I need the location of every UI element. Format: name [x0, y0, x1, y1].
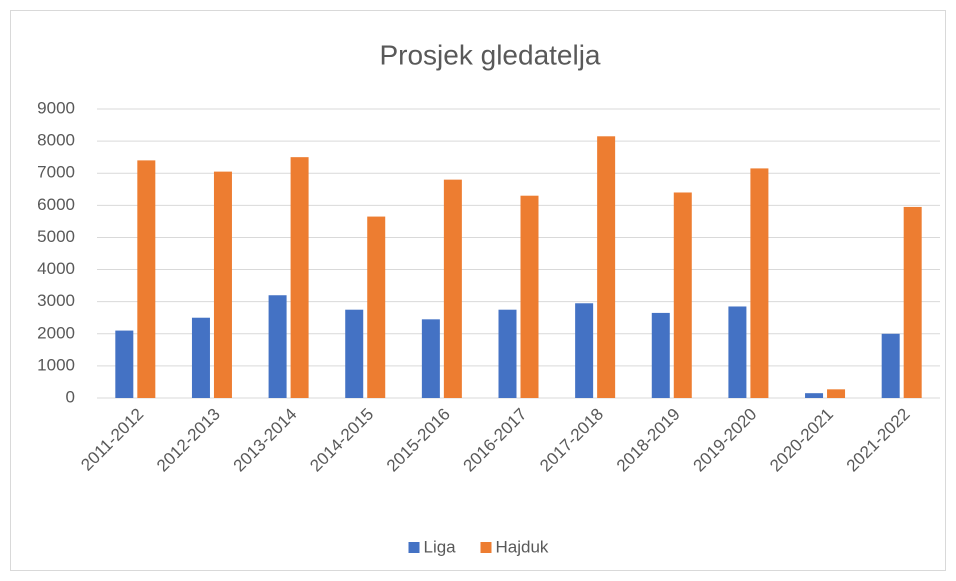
y-tick-label: 7000: [37, 163, 75, 182]
y-tick-label: 2000: [37, 323, 75, 342]
bar: [213, 171, 232, 398]
chart-border: [10, 10, 946, 571]
bar: [881, 333, 900, 398]
y-tick-label: 1000: [37, 355, 75, 374]
bar: [750, 168, 769, 398]
bar: [597, 136, 616, 399]
legend-label: Liga: [424, 537, 457, 556]
y-tick-label: 0: [66, 387, 75, 406]
y-tick-label: 8000: [37, 131, 75, 150]
bar: [137, 160, 156, 398]
bar: [903, 206, 922, 398]
bar: [651, 312, 670, 398]
y-tick-label: 5000: [37, 227, 75, 246]
bar: [498, 309, 517, 398]
legend-label: Hajduk: [496, 537, 549, 556]
y-tick-label: 3000: [37, 291, 75, 310]
bar: [421, 319, 440, 398]
bar: [345, 309, 364, 398]
bar: [520, 195, 539, 398]
bar: [575, 303, 594, 398]
bar: [673, 192, 692, 398]
y-tick-label: 9000: [37, 98, 75, 117]
y-tick-label: 6000: [37, 195, 75, 214]
bar: [805, 393, 824, 398]
bar: [728, 306, 747, 398]
bar: [191, 317, 210, 398]
y-tick-label: 4000: [37, 259, 75, 278]
bar: [290, 157, 309, 398]
legend-swatch: [408, 542, 420, 553]
bar: [443, 179, 462, 398]
bar: [827, 389, 846, 398]
legend-swatch: [480, 542, 492, 553]
bar: [367, 216, 386, 398]
bar: [268, 295, 287, 398]
bar: [115, 330, 134, 398]
chart-title: Prosjek gledatelja: [379, 39, 600, 70]
